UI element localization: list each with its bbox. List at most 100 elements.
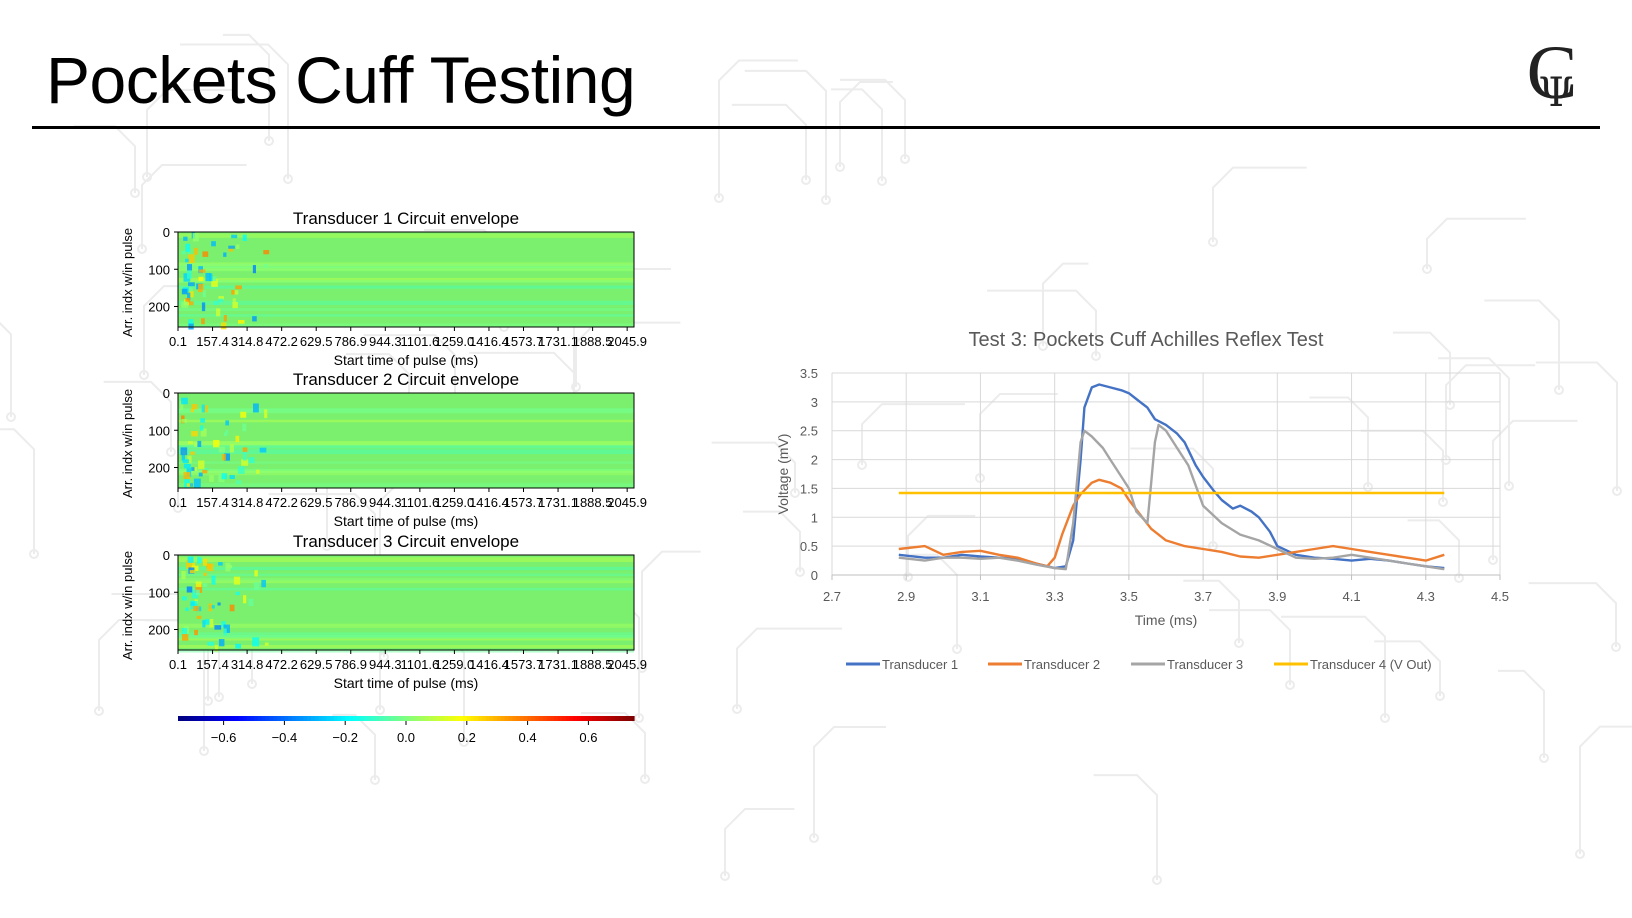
circuit-node [809, 833, 819, 843]
circuit-node [139, 370, 149, 380]
heatmap-cell [241, 459, 249, 466]
heatmap-cell [181, 397, 188, 405]
colorbar-step [402, 716, 407, 721]
colorbar-label: −0.2 [332, 730, 358, 745]
heatmap-cell [185, 258, 189, 263]
x-tick-label: 1888.5 [573, 657, 613, 672]
colorbar-step [520, 716, 525, 721]
heatmap-band [178, 557, 634, 562]
circuit-node [137, 244, 147, 254]
x-tick-label: 1101.6 [400, 495, 439, 510]
heatmap-band [178, 634, 634, 639]
colorbar-step [421, 716, 426, 721]
heatmap-cell [200, 418, 205, 423]
colorbar-step [280, 716, 285, 721]
circuit-trace [575, 321, 681, 387]
heatmap-cell [204, 619, 211, 625]
title-divider [32, 126, 1600, 129]
heatmap-cell [186, 586, 193, 593]
heatmap-cell [252, 316, 257, 322]
circuit-node [857, 460, 867, 470]
heatmap-cell [202, 251, 209, 257]
circuit-trace [839, 80, 893, 167]
heatmap-cell [228, 246, 234, 252]
x-tick-label: 786.9 [334, 495, 367, 510]
circuit-trace [1497, 669, 1545, 758]
heatmap-cell [248, 457, 255, 464]
colorbar-step [265, 716, 270, 721]
heatmap-cell [214, 645, 219, 652]
colorbar-step [523, 716, 529, 721]
heatmap-cell [204, 467, 209, 471]
colorbar-step [417, 716, 422, 721]
circuit-trace [813, 725, 887, 838]
colorbar-step [622, 716, 627, 721]
circuit-trace [332, 713, 376, 780]
colorbar-step [459, 716, 464, 721]
circuit-node [370, 775, 380, 785]
colorbar-step [204, 716, 209, 721]
colorbar-step [246, 716, 251, 721]
colorbar-step [360, 716, 365, 721]
colorbar-step [254, 716, 259, 721]
heatmap-cell [180, 447, 188, 456]
x-tick-label: 3.1 [971, 589, 989, 604]
circuit-node [173, 503, 183, 513]
x-axis-label: Start time of pulse (ms) [334, 352, 479, 368]
x-tick-label: 1259.0 [435, 657, 475, 672]
colorbar-step [489, 716, 494, 721]
heatmap-cell [242, 423, 247, 432]
colorbar-step [565, 716, 570, 721]
heatmap-cell [231, 290, 235, 295]
heatmap-cell [252, 265, 256, 274]
x-tick-label: 629.5 [300, 495, 333, 510]
heatmap-cell [232, 298, 236, 306]
heatmap-cell [220, 322, 227, 330]
heatmap-cell [187, 301, 194, 306]
x-tick-label: 314.8 [231, 334, 264, 349]
circuit-trace [0, 321, 12, 417]
colorbar-step [216, 716, 221, 721]
colorbar-step [596, 716, 601, 721]
circuit-trace [736, 627, 843, 709]
heatmap-cell [194, 629, 198, 636]
circuit-node [821, 195, 831, 205]
colorbar-label: 0.6 [579, 730, 597, 745]
circuit-node [1285, 680, 1295, 690]
x-tick-label: 157.4 [196, 334, 229, 349]
heatmap-cell [188, 254, 195, 263]
circuit-trace [1281, 615, 1386, 718]
colorbar-step [432, 716, 437, 721]
heatmap-cell [202, 583, 208, 588]
heatmap-cell [193, 478, 201, 488]
slide-title: Pockets Cuff Testing [46, 43, 636, 117]
heatmap-cell [218, 446, 226, 453]
circuit-node [283, 174, 293, 184]
colorbar-step [223, 716, 228, 721]
heatmap-band [178, 285, 634, 289]
colorbar-step [463, 716, 468, 721]
y-axis-label: Arr. indx w/in pulse [120, 551, 135, 660]
x-tick-label: 314.8 [231, 495, 264, 510]
heatmap-cell [201, 404, 205, 413]
heatmap-cell [189, 290, 194, 298]
heatmap-cell [229, 444, 234, 453]
circuit-node [1575, 849, 1585, 859]
x-tick-label: 944.3 [369, 334, 402, 349]
heatmap-3: Transducer 3 Circuit envelope 0 100 200 0.1 1… [120, 532, 647, 691]
heatmap-cell [248, 598, 254, 607]
heatmap-cell [233, 576, 241, 585]
heatmap-cell [195, 589, 200, 596]
colorbar-step [599, 716, 605, 721]
heatmap-cell [231, 234, 238, 239]
heatmap-cell [205, 273, 211, 282]
heatmap-cell [240, 411, 247, 418]
x-tick-label: 314.8 [231, 657, 264, 672]
colorbar-step [364, 716, 369, 721]
colorbar-step [577, 716, 582, 721]
colorbar-step [535, 716, 540, 721]
heatmap-cell [193, 605, 200, 611]
heatmap-cell [228, 245, 235, 249]
heatmap-cell [187, 556, 194, 563]
heatmap-cell [198, 472, 203, 477]
